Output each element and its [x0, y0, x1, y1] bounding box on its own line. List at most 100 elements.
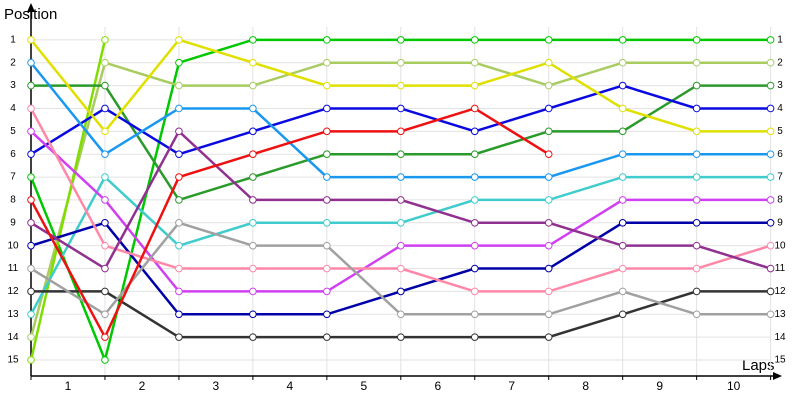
point	[766, 36, 775, 44]
point	[470, 81, 479, 90]
y-tick-label-right: 9	[777, 217, 783, 228]
point	[544, 36, 553, 44]
y-tick-label-right: 11	[775, 263, 786, 274]
point	[470, 196, 479, 204]
point	[397, 104, 405, 113]
point	[323, 36, 331, 44]
point	[175, 58, 183, 67]
y-tick-label: 11	[8, 263, 19, 274]
point	[692, 81, 701, 90]
point	[692, 264, 701, 273]
point	[323, 173, 331, 181]
x-tick-label: 7	[508, 379, 515, 393]
point	[397, 173, 405, 181]
point	[692, 36, 701, 44]
x-tick-label: 9	[656, 379, 663, 393]
point	[101, 241, 109, 250]
point	[544, 127, 553, 136]
point	[27, 310, 35, 319]
point	[618, 127, 627, 136]
point	[101, 150, 109, 158]
point	[692, 150, 701, 158]
point	[766, 287, 775, 296]
point	[175, 104, 183, 113]
point	[27, 58, 35, 67]
point	[323, 264, 331, 273]
point	[692, 218, 701, 227]
y-tick-label-right: 10	[774, 240, 786, 251]
point	[323, 196, 331, 204]
point	[692, 127, 701, 136]
point	[692, 241, 701, 250]
point	[27, 333, 35, 341]
point	[249, 36, 257, 44]
point	[544, 310, 553, 319]
point	[323, 58, 331, 67]
point	[470, 58, 479, 67]
series-line	[29, 39, 107, 361]
y-tick-label-right: 6	[777, 149, 783, 160]
point	[618, 287, 627, 296]
point	[766, 81, 775, 90]
point	[766, 58, 775, 67]
point	[618, 196, 627, 204]
point	[692, 310, 701, 319]
point	[470, 287, 479, 296]
point	[397, 310, 405, 319]
point	[397, 150, 405, 158]
point	[544, 333, 553, 341]
x-tick-label: 2	[139, 379, 146, 393]
point	[27, 104, 35, 113]
point	[323, 333, 331, 341]
point	[470, 218, 479, 227]
y-tick-label: 4	[10, 103, 16, 114]
point	[766, 127, 775, 136]
point	[618, 58, 627, 67]
point	[175, 173, 183, 181]
point	[249, 333, 257, 341]
y-tick-label: 12	[7, 286, 19, 297]
x-tick-label: 10	[727, 379, 741, 393]
point	[249, 310, 257, 319]
point	[766, 104, 775, 113]
point	[397, 241, 405, 250]
point	[397, 287, 405, 296]
point	[692, 287, 701, 296]
y-tick-label: 13	[7, 309, 19, 320]
y-tick-label-right: 14	[774, 332, 786, 343]
point	[27, 150, 35, 158]
point	[397, 127, 405, 136]
point	[249, 81, 257, 90]
y-arrow	[27, 3, 35, 12]
point	[618, 264, 627, 273]
point	[323, 127, 331, 136]
point	[27, 264, 35, 273]
point	[618, 173, 627, 181]
y-tick-label-right: 1	[777, 35, 783, 46]
point	[618, 81, 627, 90]
point	[101, 36, 109, 44]
point	[766, 150, 775, 158]
point	[101, 287, 109, 296]
point	[397, 36, 405, 44]
point	[470, 241, 479, 250]
point	[175, 127, 183, 136]
point	[692, 196, 701, 204]
point	[544, 196, 553, 204]
y-tick-label: 15	[7, 355, 19, 366]
y-tick-label: 1	[10, 35, 16, 46]
y-tick-label: 10	[7, 240, 19, 251]
point	[544, 241, 553, 250]
point	[249, 218, 257, 227]
point	[470, 333, 479, 341]
point	[27, 173, 35, 181]
point	[27, 81, 35, 90]
point	[249, 58, 257, 67]
x-axis-label: Laps	[742, 357, 775, 374]
point	[101, 218, 109, 227]
y-tick-label-right: 8	[777, 195, 783, 206]
point	[397, 218, 405, 227]
point	[175, 218, 183, 227]
point	[175, 150, 183, 158]
y-tick-label: 7	[10, 172, 16, 183]
